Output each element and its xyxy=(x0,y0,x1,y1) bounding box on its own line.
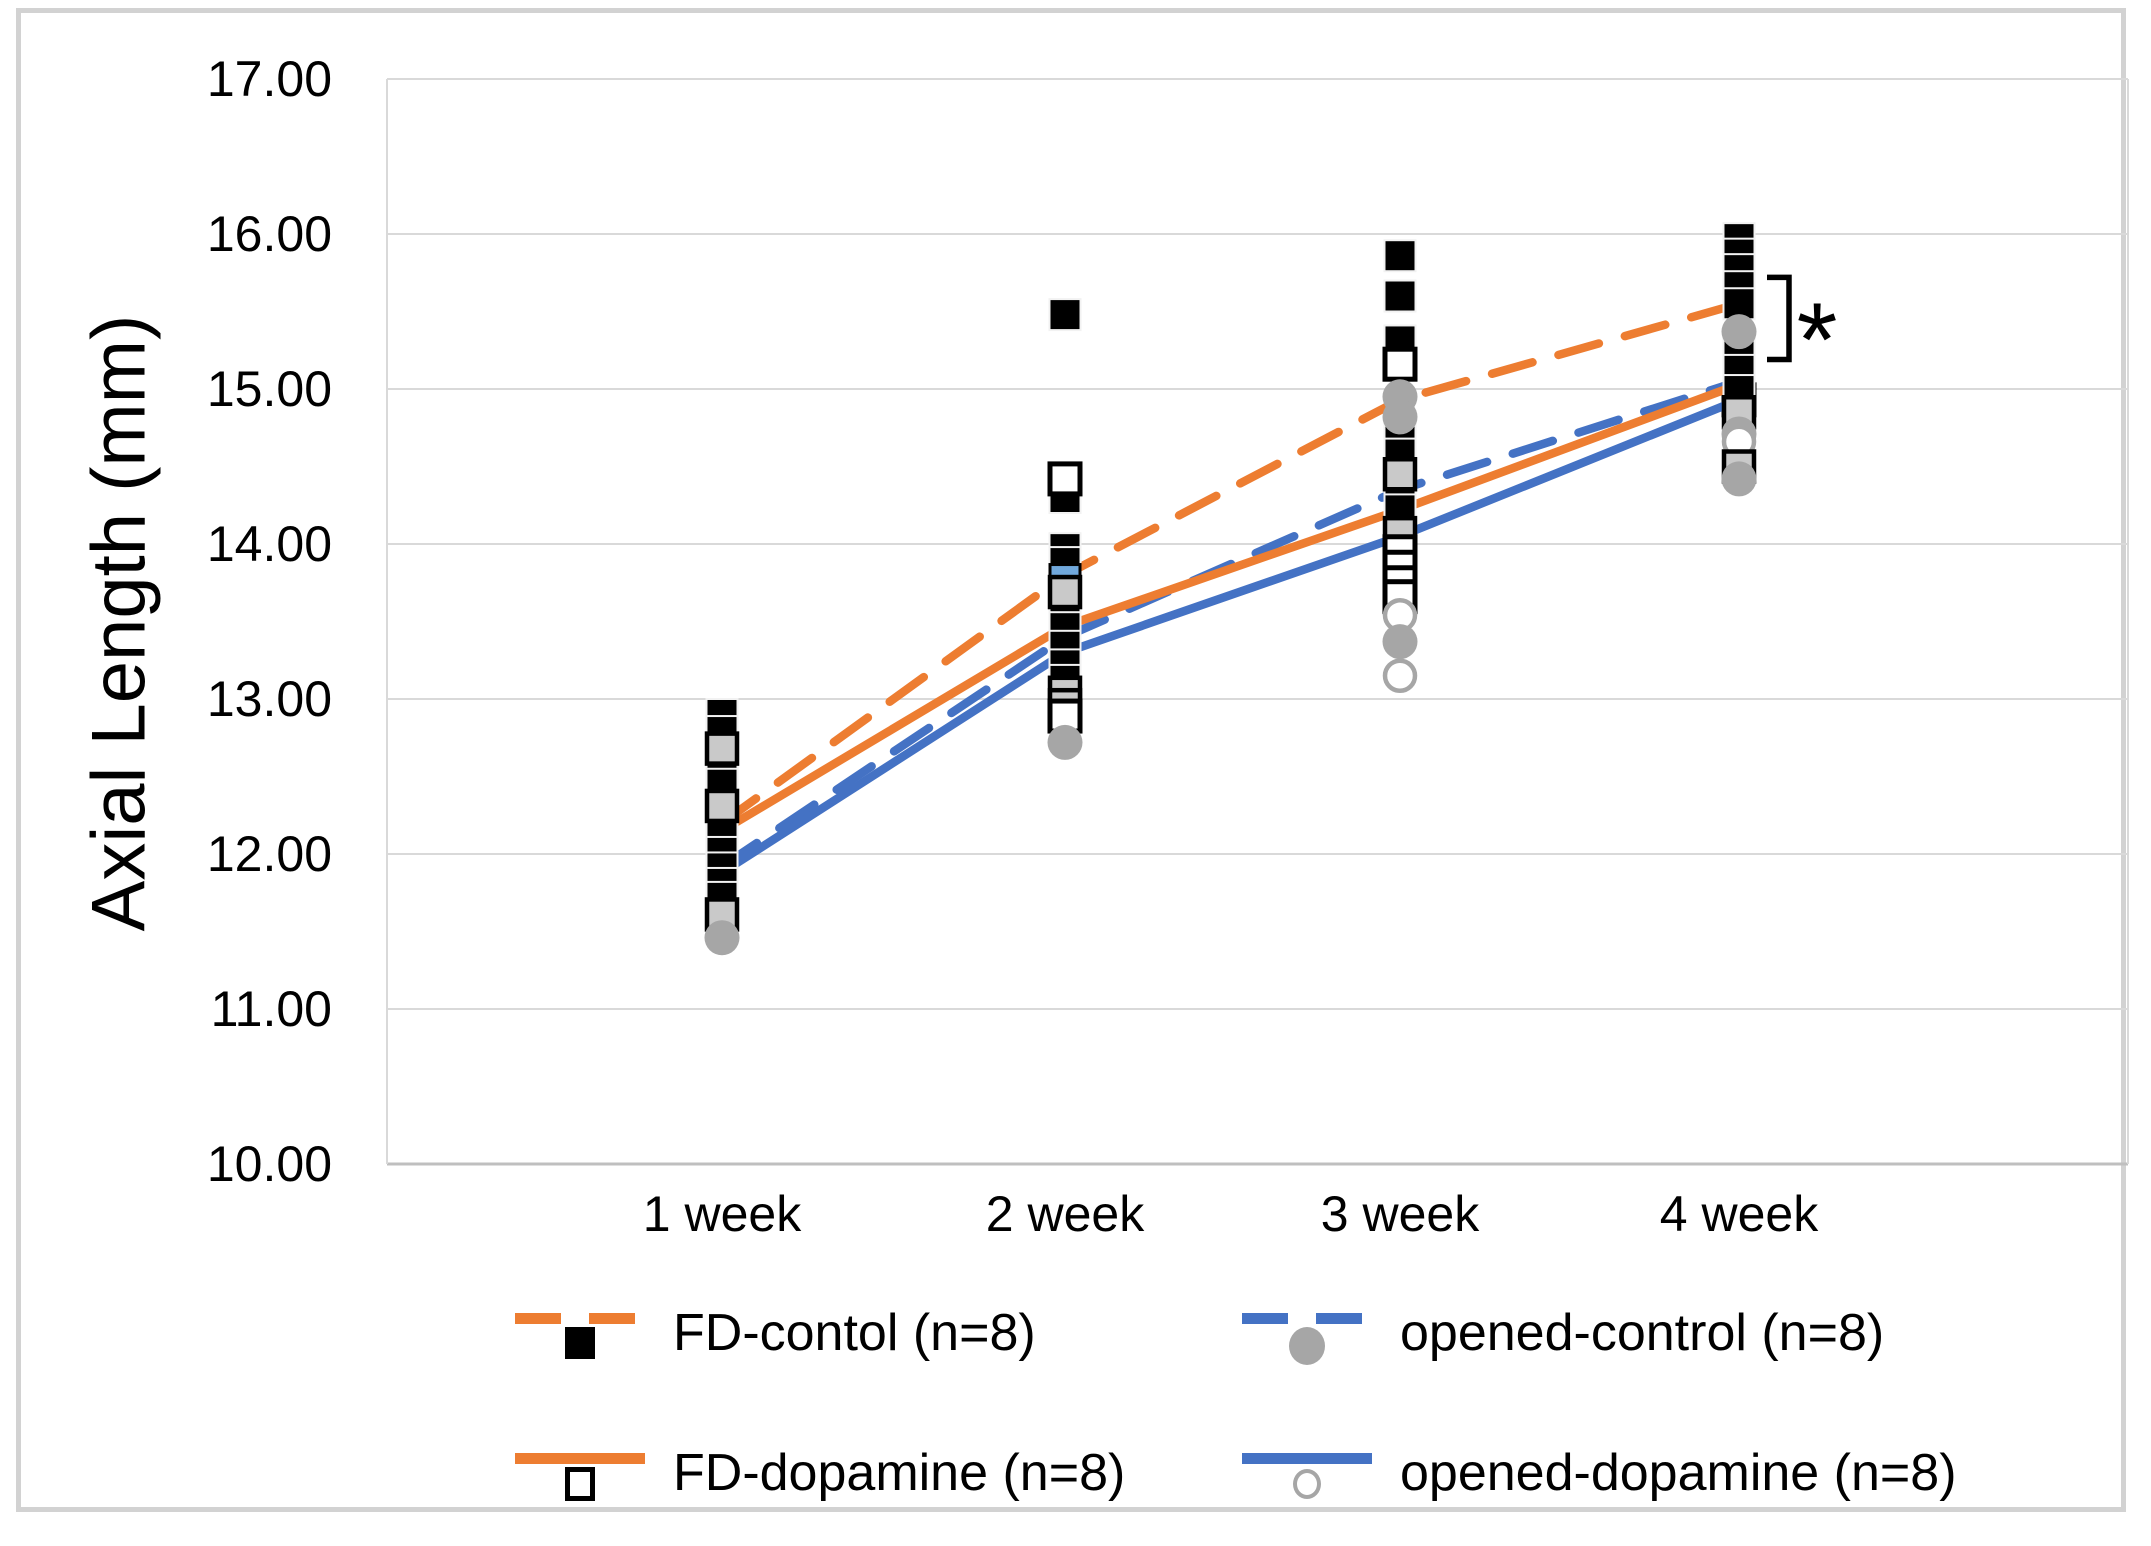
x-tick-label: 4 week xyxy=(1660,1186,1819,1242)
scatter-gray-circle xyxy=(1382,399,1418,435)
y-tick-label: 14.00 xyxy=(207,516,332,572)
legend-label: FD-contol (n=8) xyxy=(673,1304,1036,1362)
scatter-gray-square xyxy=(704,731,740,766)
legend-glyph-fd-control xyxy=(515,1283,645,1383)
y-axis-tick-labels: 17.00 16.00 15.00 14.00 13.00 12.00 11.00 10.00 xyxy=(207,51,332,1192)
orange-dashed-line-icon xyxy=(515,1313,645,1324)
scatter-gray-circle xyxy=(1721,314,1757,350)
legend-item-opened-dopamine: opened-dopamine (n=8) xyxy=(1242,1423,1957,1523)
y-tick-label: 16.00 xyxy=(207,206,332,262)
x-tick-label: 3 week xyxy=(1321,1186,1480,1242)
scatter-open-square xyxy=(1382,346,1418,382)
line-opened_dopamine xyxy=(717,395,1744,877)
asterisk-label: * xyxy=(1797,281,1838,398)
gridlines xyxy=(386,78,2129,1166)
legend-glyph-opened-dopamine xyxy=(1242,1423,1372,1523)
legend-glyph-opened-control xyxy=(1242,1283,1372,1383)
black-square-marker-icon xyxy=(565,1327,595,1359)
scatter-black-square xyxy=(1383,239,1417,273)
series-mean-lines xyxy=(717,299,1744,877)
scatter-gray-square xyxy=(1047,574,1083,610)
legend-label: FD-dopamine (n=8) xyxy=(673,1444,1126,1502)
open-square-marker-icon xyxy=(565,1467,595,1501)
scatter-gray-circle xyxy=(704,920,740,956)
scatter-open-square xyxy=(1047,461,1083,497)
line-fd_control xyxy=(717,299,1744,828)
legend-label: opened-control (n=8) xyxy=(1400,1304,1885,1362)
blue-solid-line-icon xyxy=(1242,1453,1372,1464)
legend-label: opened-dopamine (n=8) xyxy=(1400,1444,1957,1502)
y-tick-label: 12.00 xyxy=(207,826,332,882)
significance-bracket xyxy=(1767,274,1792,363)
legend-item-fd-control: FD-contol (n=8) xyxy=(515,1283,1036,1383)
x-tick-label: 1 week xyxy=(643,1186,802,1242)
gray-circle-marker-icon xyxy=(1289,1327,1325,1365)
scatter-gray-circle xyxy=(1382,624,1418,660)
legend-item-opened-control: opened-control (n=8) xyxy=(1242,1283,1884,1383)
legend-item-fd-dopamine: FD-dopamine (n=8) xyxy=(515,1423,1125,1523)
line-fd_dopamine xyxy=(717,380,1744,835)
scatter-gray-circle xyxy=(1721,461,1757,497)
y-tick-label: 13.00 xyxy=(207,671,332,727)
y-axis-title: Axial Length (mm) xyxy=(76,314,162,932)
figure-frame xyxy=(16,8,2126,1512)
scatter-front-layer xyxy=(704,314,1757,956)
scatter-black-square xyxy=(1048,298,1082,332)
open-circle-marker-icon xyxy=(1293,1469,1321,1499)
significance-annotation: * xyxy=(1767,274,1838,398)
x-axis-tick-labels: 1 week 2 week 3 week 4 week xyxy=(643,1186,1819,1242)
y-tick-label: 17.00 xyxy=(207,51,332,107)
y-tick-label: 11.00 xyxy=(211,981,332,1037)
y-tick-label: 10.00 xyxy=(207,1136,332,1192)
line-opened_control xyxy=(717,377,1744,871)
legend-glyph-fd-dopamine xyxy=(515,1423,645,1523)
scatter-black-square xyxy=(1383,279,1417,313)
scatter-gray-circle xyxy=(1047,724,1083,760)
scatter-gray-square xyxy=(704,788,740,824)
orange-solid-line-icon xyxy=(515,1453,645,1464)
scatter-open-circle xyxy=(1382,658,1418,693)
x-tick-label: 2 week xyxy=(986,1186,1145,1242)
blue-dashed-line-icon xyxy=(1242,1313,1372,1324)
y-tick-label: 15.00 xyxy=(207,361,332,417)
scatter-gray-square xyxy=(1382,457,1418,492)
